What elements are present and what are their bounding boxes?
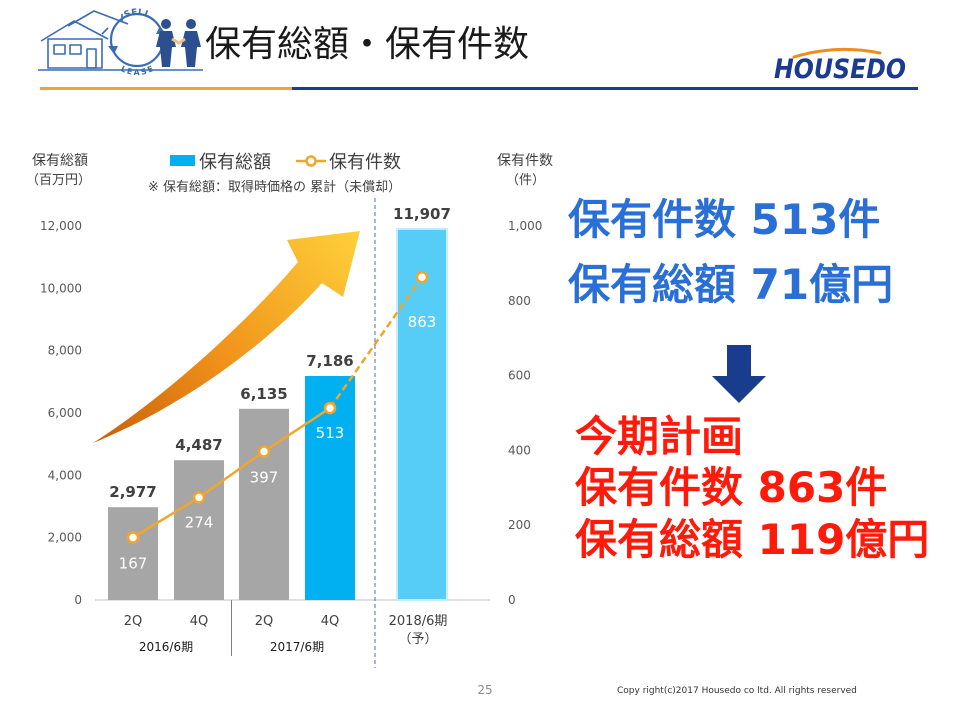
holdings-chart: 保有総額 （百万円） 保有件数 （件） 保有総額 保有件数 ※ 保有総額：取得時… [26, 152, 553, 668]
line-value-label: 167 [119, 555, 148, 573]
page-title: 保有総額・保有件数 [205, 24, 530, 65]
bar-value-label: 2,977 [109, 483, 156, 501]
left-axis-tick-label: 12,000 [40, 219, 82, 233]
left-axis-tick-label: 10,000 [40, 281, 82, 295]
line-marker [323, 401, 337, 415]
logo-wordmark: HOUSEDO [774, 54, 906, 85]
line-segment-forecast [328, 276, 424, 409]
legend-line-label: 保有件数 [329, 152, 401, 173]
category-label: 2Q [255, 614, 274, 629]
line-marker [415, 270, 429, 284]
right-axis-title-text: 保有件数 [497, 153, 553, 169]
category-label: 2Q [124, 614, 143, 629]
legend-line-marker [305, 155, 317, 167]
right-axis-tick-label: 800 [508, 294, 531, 308]
forecast-suffix-label: （予） [398, 632, 437, 647]
right-axis-tick-label: 0 [508, 593, 516, 607]
left-axis-tick-label: 8,000 [48, 344, 82, 358]
plan-amount-text: 保有総額 119億円 [575, 515, 930, 564]
category-label: 4Q [190, 614, 209, 629]
bar [396, 227, 448, 601]
bar [239, 408, 289, 600]
left-axis-tick-label: 0 [74, 593, 82, 607]
line-marker [257, 445, 271, 458]
right-axis-tick-label: 200 [508, 518, 531, 532]
left-axis-title: 保有総額 （百万円） [26, 153, 91, 188]
axis-tick-labels: 0 2,000 4,000 6,000 8,000 10,000 12,000 0 200 400… [40, 219, 542, 607]
handshake-people-icon [156, 19, 201, 67]
left-axis-tick-label: 4,000 [48, 468, 82, 482]
bar-value-label: 6,135 [240, 385, 287, 403]
left-axis-title-text: 保有総額 [32, 153, 88, 169]
legend-bar-swatch [170, 155, 195, 166]
copyright-notice: Copy right(c)2017 Housedo co ltd. All ri… [617, 686, 857, 696]
line-value-label: 513 [316, 424, 345, 442]
legend-bar-label: 保有総額 [199, 152, 271, 173]
bar [174, 460, 224, 600]
right-axis-tick-label: 600 [508, 369, 531, 383]
logo-swoosh [792, 47, 882, 59]
right-axis-tick-label: 1,000 [508, 219, 542, 233]
growth-arrow-icon [93, 231, 360, 443]
header-rule-right [292, 87, 918, 90]
right-axis-unit: （件） [506, 173, 545, 188]
housedo-logo: HOUSEDO [774, 47, 906, 85]
category-label: 4Q [321, 614, 340, 629]
down-arrow-icon [712, 345, 766, 403]
left-axis-tick-label: 2,000 [48, 531, 82, 545]
bar-value-label: 4,487 [175, 436, 222, 454]
current-count-text: 保有件数 513件 [568, 195, 881, 244]
bar-value-label: 11,907 [393, 205, 451, 223]
plan-count-text: 保有件数 863件 [575, 463, 888, 512]
house-icon [40, 10, 129, 69]
bar-series [108, 227, 448, 601]
line-value-label: 397 [250, 469, 279, 487]
line-series: 167 274 397 513 863 [119, 270, 437, 573]
current-amount-text: 保有総額 71億円 [568, 260, 894, 309]
right-axis-title: 保有件数 （件） [497, 153, 553, 188]
right-axis-tick-label: 400 [508, 443, 531, 457]
legend: 保有総額 保有件数 [170, 152, 401, 173]
page-number: 25 [477, 683, 493, 697]
bar [108, 507, 158, 600]
category-axis: 2Q 4Q 2Q 4Q 2018/6期 （予） 2016/6期 2017/6期 [124, 198, 448, 668]
bar-value-labels: 2,977 4,487 6,135 7,186 11,907 [109, 205, 451, 501]
category-group-label: 2017/6期 [270, 640, 324, 654]
plan-title: 今期計画 [575, 412, 744, 461]
line-segment-actual [132, 407, 331, 539]
chart-note: ※ 保有総額：取得時価格の 累計（未償却） [148, 179, 401, 195]
line-marker [192, 491, 206, 504]
left-axis-tick-label: 6,000 [48, 406, 82, 420]
line-value-label: 863 [408, 313, 437, 331]
line-value-label: 274 [185, 514, 214, 532]
category-group-label: 2016/6期 [139, 640, 193, 654]
left-axis-unit: （百万円） [26, 173, 91, 188]
line-marker [126, 531, 140, 544]
category-label: 2018/6期 [389, 614, 448, 629]
header-rule-left [40, 87, 292, 90]
bar-value-label: 7,186 [306, 352, 353, 370]
